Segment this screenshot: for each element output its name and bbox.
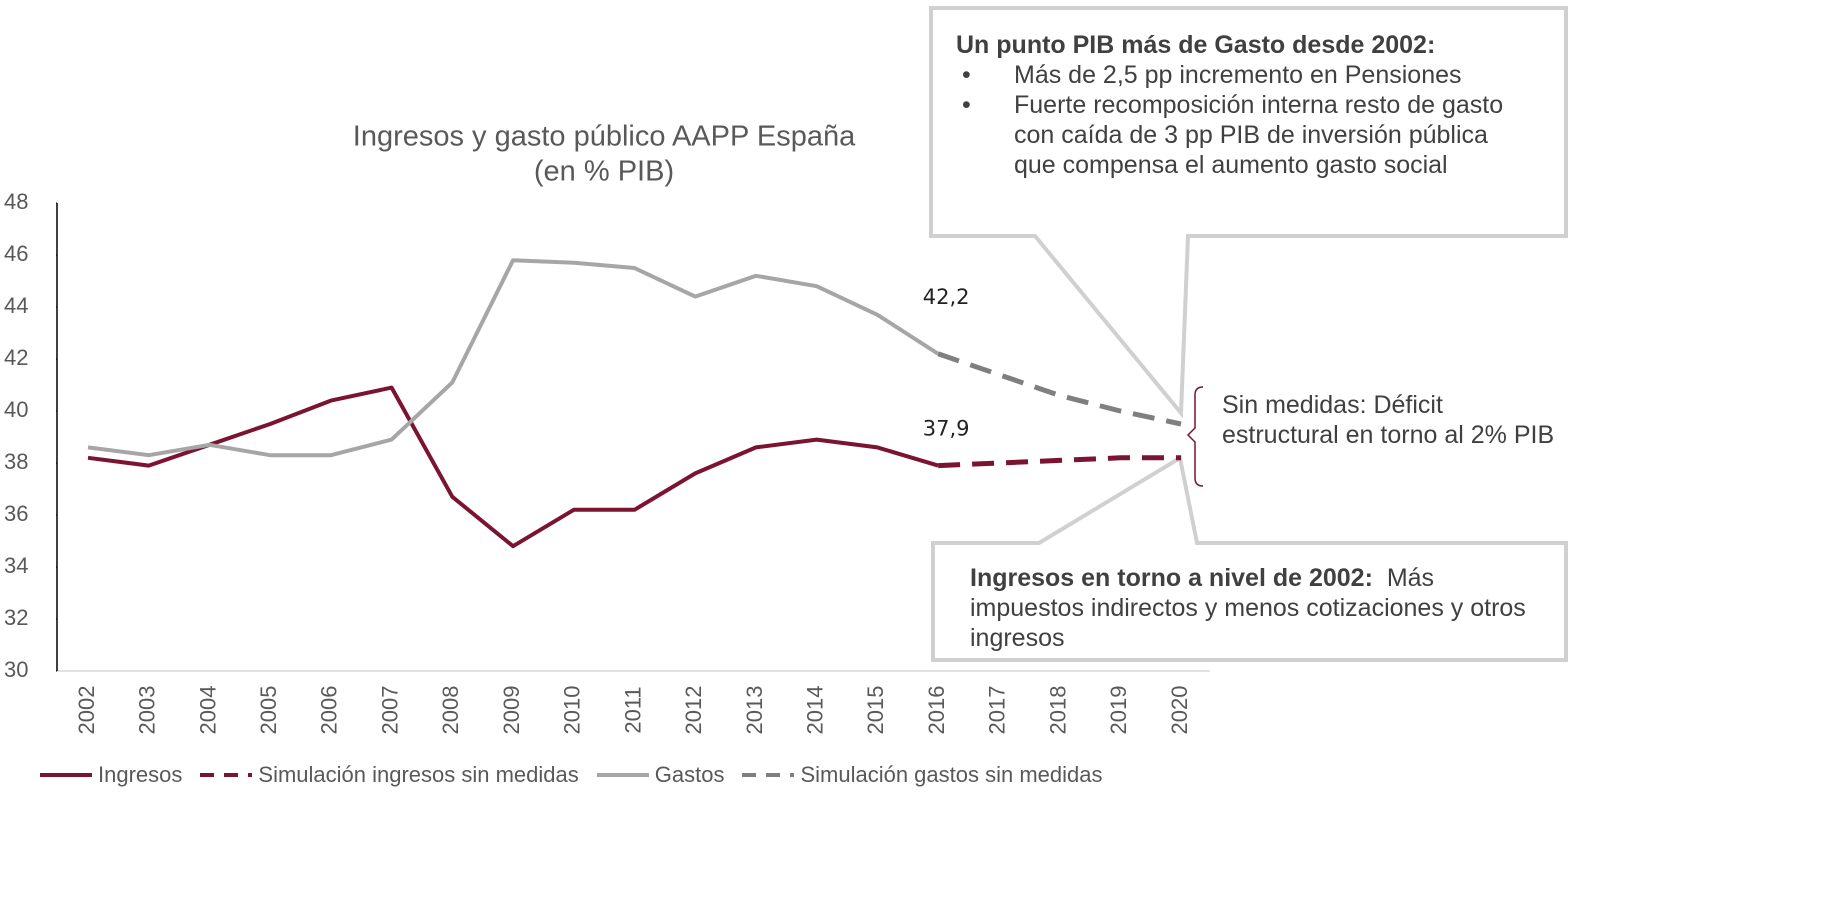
y-tick-label: 32 [4,605,28,630]
deficit-note: Sin medidas: Déficit estructural en torn… [1222,391,1555,449]
x-tick-label: 2020 [1167,686,1192,735]
ingresos-box-title: Ingresos en torno a nivel de 2002: [970,564,1373,592]
ingresos-box-text: Más impuestos indirectos y menos cotizac… [970,564,1526,652]
y-tick-label: 36 [4,501,28,526]
x-tick-label: 2016 [924,686,949,735]
legend-swatch [596,773,649,777]
x-tick-label: 2012 [681,686,706,735]
legend-item: Ingresos [38,762,182,788]
x-tick-label: 2006 [317,686,342,735]
x-tick-label: 2002 [74,686,99,735]
x-tick-label: 2009 [499,686,524,735]
legend-item: Gastos [595,762,725,788]
data-label: 42,2 [923,285,970,309]
ingresos-box: Ingresos en torno a nivel de 2002: Más i… [970,563,1550,653]
gasto-box-item: Fuerte recomposición interna resto de ga… [962,90,1514,180]
gasto-box-title: Un punto PIB más de Gasto desde 2002: [956,31,1436,59]
legend-swatch [40,773,92,777]
data-label: 37,9 [923,417,970,441]
y-tick-label: 48 [4,189,28,214]
y-tick-label: 46 [4,241,28,266]
legend-swatch [200,773,253,777]
x-tick-label: 2018 [1045,686,1070,735]
y-tick-label: 38 [4,449,28,474]
gasto-box: Un punto PIB más de Gasto desde 2002: Má… [956,30,1556,180]
x-tick-label: 2014 [802,686,827,735]
series-line [87,385,939,549]
x-tick-label: 2005 [256,686,281,735]
y-tick-label: 42 [4,345,28,370]
gasto-box-list: Más de 2,5 pp incremento en Pensiones Fu… [956,60,1556,180]
bracket [1186,386,1204,487]
x-tick-label: 2004 [195,686,220,735]
callout-ingresos [931,454,1568,662]
legend-label: Gastos [654,762,725,787]
series-line [937,351,1182,427]
x-tick-label: 2003 [135,686,160,735]
y-tick-label: 40 [4,397,28,422]
legend-item: Simulación gastos sin medidas [740,762,1103,788]
x-tick-label: 2011 [620,686,645,733]
y-tick-label: 34 [4,553,28,578]
gasto-box-item: Más de 2,5 pp incremento en Pensiones [962,60,1556,90]
legend: Ingresos Simulación ingresos sin medidas G… [38,762,1119,788]
legend-label: Simulación gastos sin medidas [800,762,1103,787]
y-tick-label: 30 [4,657,28,682]
legend-label: Ingresos [98,762,183,787]
chart-subtitle: (en % PIB) [534,156,674,188]
series-line [87,258,940,458]
legend-label: Simulación ingresos sin medidas [258,762,579,787]
x-tick-label: 2008 [438,686,463,735]
x-tick-label: 2007 [377,686,402,735]
x-tick-label: 2013 [742,686,767,735]
x-tick-label: 2015 [863,686,888,735]
x-tick-label: 2010 [560,686,585,735]
series-line [938,455,1181,469]
legend-item: Simulación ingresos sin medidas [198,762,579,788]
chart-title: Ingresos y gasto público AAPP España [353,121,856,153]
x-tick-label: 2019 [1106,686,1131,735]
y-tick-label: 44 [4,293,28,318]
x-tick-label: 2017 [985,686,1010,735]
legend-swatch [742,773,795,777]
